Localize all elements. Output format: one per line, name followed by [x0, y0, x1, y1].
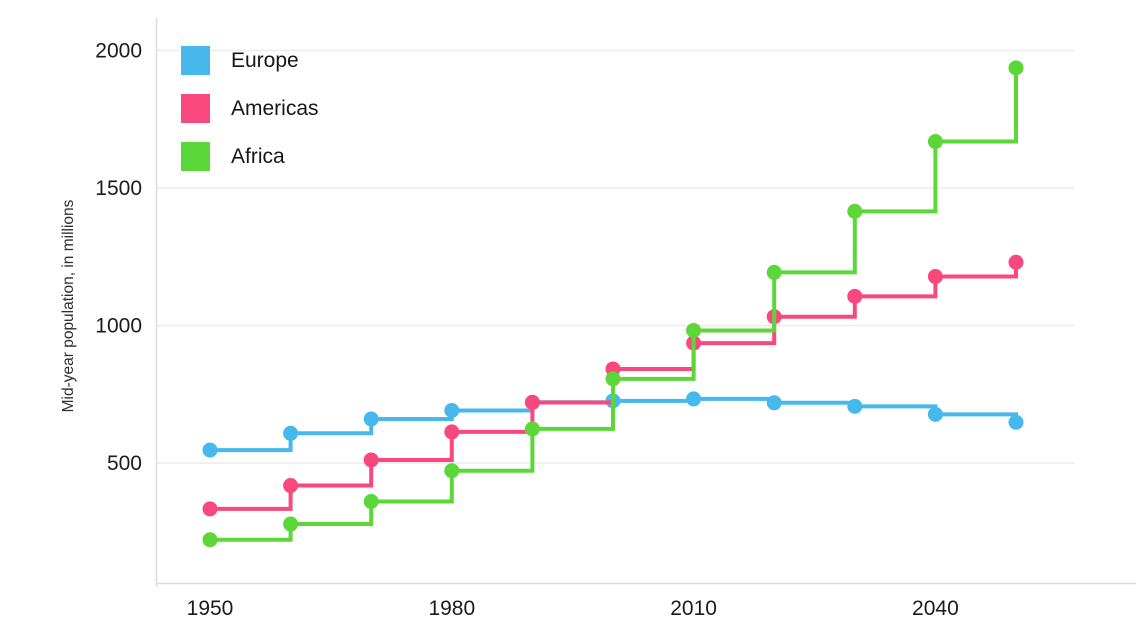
legend-swatch: [181, 46, 210, 75]
legend-swatch: [181, 94, 210, 123]
data-point-americas-1960: [283, 478, 299, 494]
y-axis-title: Mid-year population, in millions: [60, 199, 77, 413]
data-point-americas-1990: [524, 395, 540, 410]
data-point-africa-2020: [766, 264, 782, 280]
y-tick-label: 500: [107, 452, 142, 475]
legend-item-africa[interactable]: Africa: [181, 142, 319, 171]
series-line-africa: [210, 67, 1018, 542]
x-tick-label: 2010: [670, 597, 717, 620]
data-point-africa-1960: [283, 516, 299, 532]
legend-label: Africa: [231, 145, 285, 168]
data-point-europe-1970: [363, 411, 379, 427]
legend-label: Europe: [231, 49, 299, 72]
y-tick-label: 2000: [95, 40, 142, 63]
data-point-africa-1950: [202, 532, 218, 548]
data-point-americas-2030: [847, 288, 863, 304]
data-point-africa-2000: [605, 371, 621, 387]
data-point-europe-2050: [1008, 414, 1024, 430]
data-point-africa-2010: [686, 322, 702, 338]
data-point-europe-2040: [927, 406, 943, 422]
data-point-europe-2010: [686, 391, 702, 407]
x-tick-label: 1980: [428, 597, 475, 620]
data-point-europe-1950: [202, 442, 218, 458]
data-point-americas-2040: [927, 269, 943, 285]
x-tick-label: 1950: [187, 597, 234, 620]
legend-label: Americas: [231, 97, 319, 120]
data-point-africa-2030: [847, 203, 863, 219]
data-point-americas-2050: [1008, 254, 1024, 270]
data-point-africa-2040: [927, 134, 943, 150]
legend-swatch: [181, 142, 210, 171]
data-point-americas-1970: [363, 452, 379, 468]
y-tick-label: 1000: [95, 315, 142, 338]
data-point-americas-1950: [202, 501, 218, 517]
data-point-europe-1980: [444, 402, 460, 418]
data-point-africa-1970: [363, 494, 379, 509]
legend-item-americas[interactable]: Americas: [181, 94, 319, 123]
data-point-africa-1980: [444, 463, 460, 479]
legend-item-europe[interactable]: Europe: [181, 46, 319, 75]
x-tick-label: 2040: [912, 597, 959, 620]
legend: Europe Americas Africa: [181, 46, 319, 171]
data-point-africa-2050: [1008, 60, 1024, 76]
data-point-americas-1980: [444, 424, 460, 440]
data-point-africa-1990: [524, 421, 540, 437]
data-point-europe-2020: [766, 395, 782, 411]
data-point-europe-2030: [847, 398, 863, 414]
y-tick-label: 1500: [95, 177, 142, 200]
data-point-europe-1960: [283, 425, 299, 441]
